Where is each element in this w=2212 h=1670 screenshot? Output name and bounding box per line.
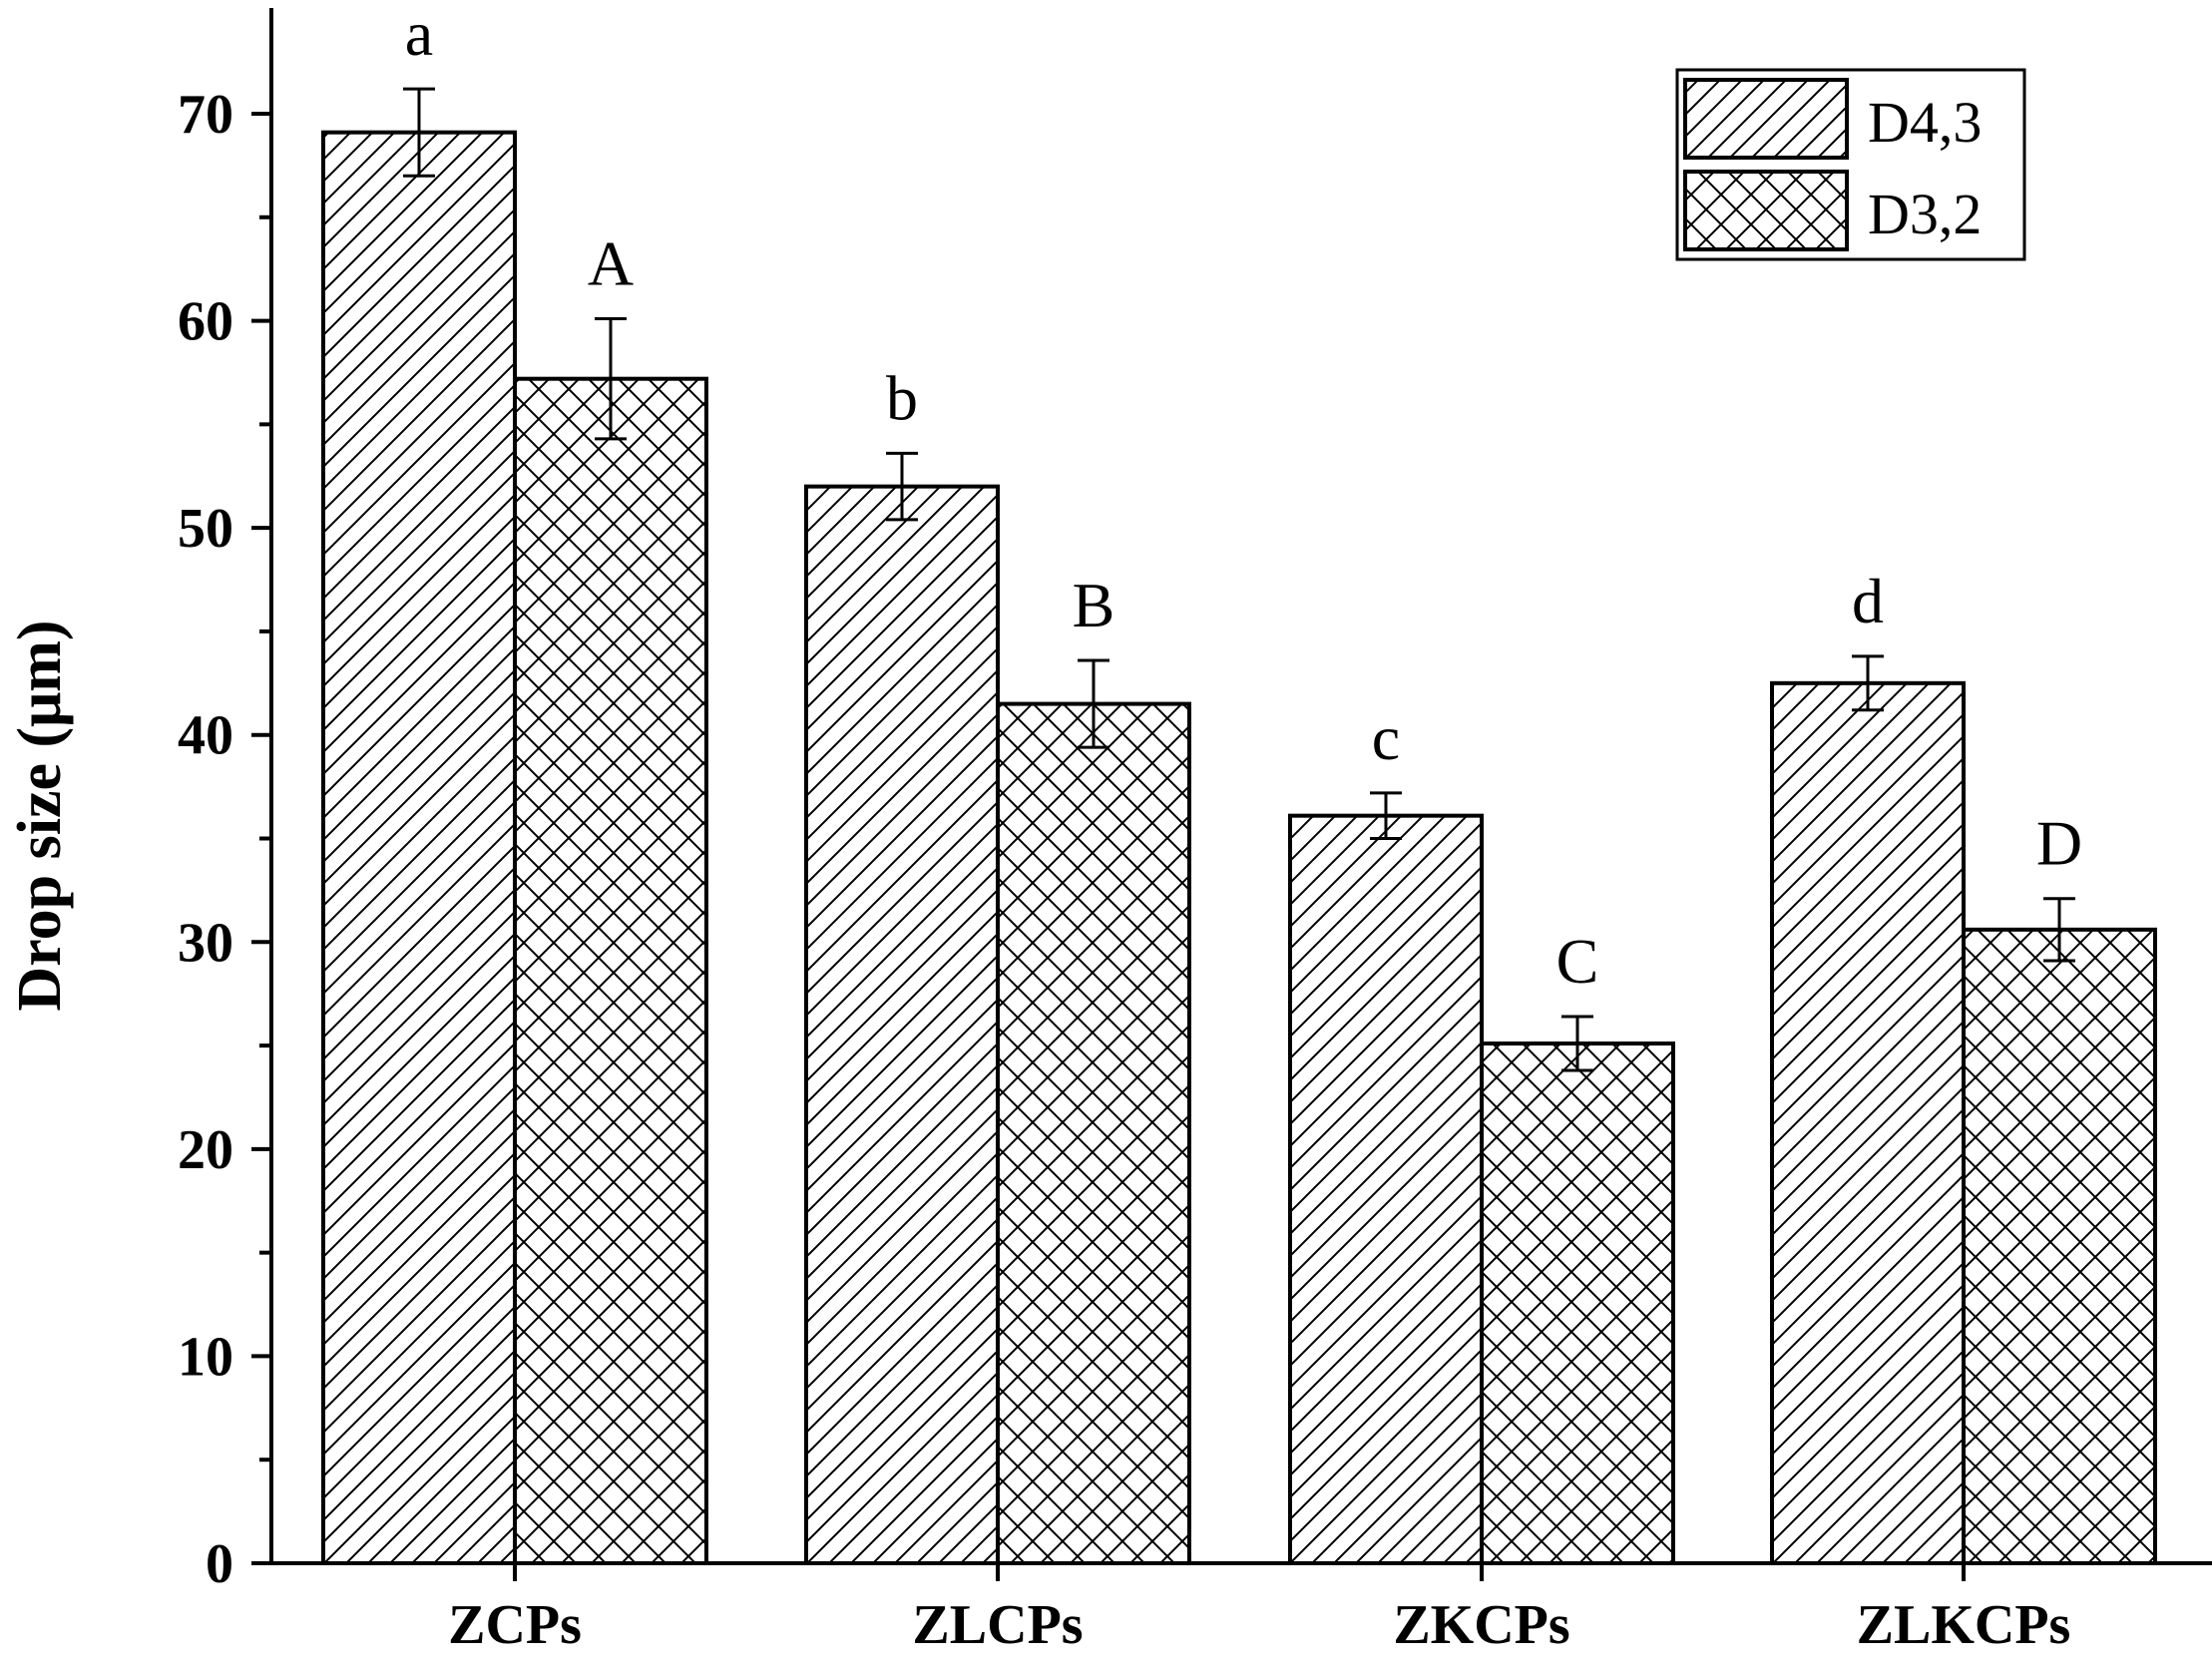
x-category-label: ZLCPs	[912, 1594, 1083, 1656]
y-tick-label: 70	[178, 84, 233, 146]
x-category-label: ZLKCPs	[1857, 1594, 2071, 1656]
y-tick-label: 60	[178, 291, 233, 353]
bar-d43-zlcps	[804, 484, 1000, 1566]
significance-label: a	[405, 0, 433, 69]
bar-d32-zlkcps	[1962, 927, 2157, 1565]
y-axis-ticks: 0 10 20 30 40 50 60 70	[178, 84, 271, 1595]
error-bars	[403, 87, 2075, 1072]
x-axis-ticks: ZCPs ZLCPs ZKCPs ZLKCPs	[448, 1563, 2070, 1656]
significance-label: A	[588, 227, 634, 298]
significance-label: d	[1852, 566, 1884, 636]
y-tick-label: 50	[178, 498, 233, 560]
bar-d43-zkcps	[1288, 813, 1484, 1565]
bar-d32-zcps	[513, 376, 708, 1566]
significance-labels: a Ab Bc Cd D	[405, 0, 2082, 997]
y-axis-title: Drop size (μm)	[6, 620, 74, 1011]
x-category-label: ZKCPs	[1393, 1594, 1569, 1656]
legend-swatch-d43	[1683, 78, 1849, 160]
bar-d43-zcps	[321, 130, 517, 1566]
legend: D4,3 D3,2	[1675, 68, 2026, 261]
y-tick-label: 40	[178, 705, 233, 767]
significance-label: C	[1556, 926, 1599, 997]
y-tick-label: 0	[206, 1533, 233, 1595]
x-category-label: ZCPs	[448, 1594, 582, 1656]
legend-label-d43: D4,3	[1868, 90, 1982, 155]
y-tick-label: 30	[178, 912, 233, 974]
significance-label: b	[886, 362, 918, 433]
bar-d32-zlcps	[996, 701, 1191, 1565]
legend-swatch-d32	[1683, 170, 1849, 251]
significance-label: c	[1372, 702, 1400, 773]
bar-d43-zlkcps	[1770, 680, 1966, 1565]
legend-label-d32: D3,2	[1868, 182, 1982, 246]
bar-d32-zkcps	[1480, 1041, 1675, 1565]
bars	[321, 130, 2157, 1566]
y-tick-label: 20	[178, 1119, 233, 1181]
significance-label: B	[1073, 570, 1115, 640]
y-tick-label: 10	[178, 1326, 233, 1388]
significance-label: D	[2036, 808, 2082, 879]
